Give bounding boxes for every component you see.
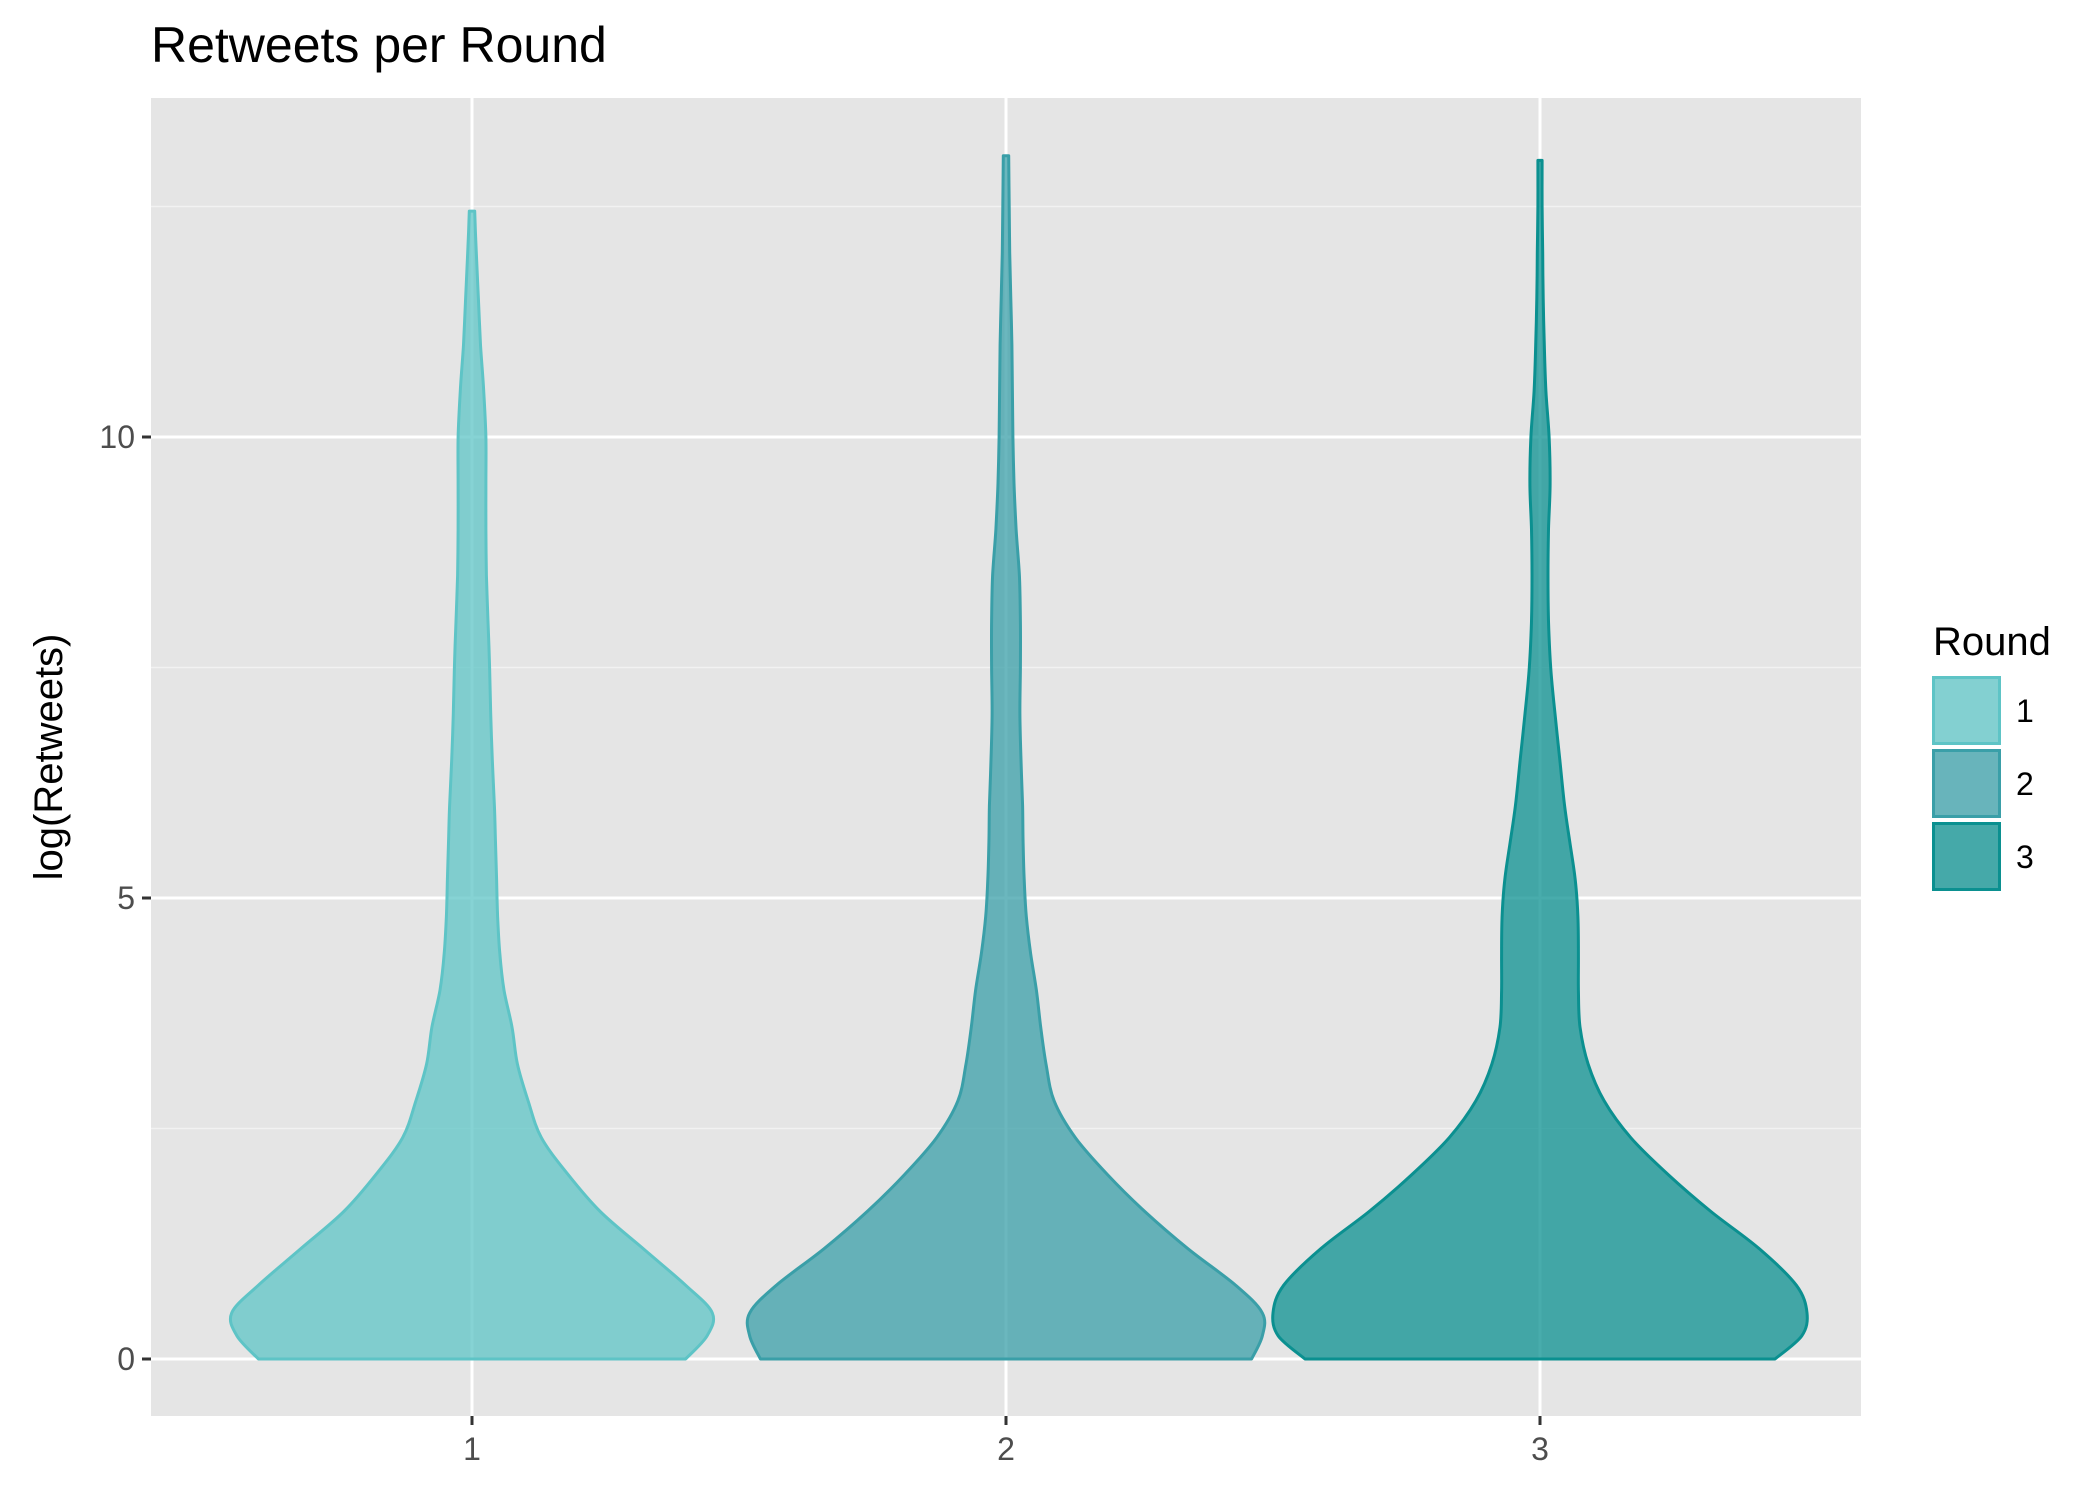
legend: 1 2 3: [1932, 676, 2034, 891]
legend-label-2: 2: [2016, 766, 2034, 802]
legend-swatch-2: [1932, 749, 2001, 818]
violin-round-3: [1271, 158, 1809, 1361]
x-tick-label: 1: [463, 1431, 481, 1467]
y-axis-title: log(Retweets): [27, 634, 71, 881]
chart-title: Retweets per Round: [151, 17, 607, 73]
y-tick-label: 10: [99, 419, 135, 455]
violin-round-2: [745, 154, 1267, 1361]
violins: [228, 154, 1809, 1361]
legend-label-3: 3: [2016, 839, 2034, 875]
legend-swatch-3: [1932, 822, 2001, 891]
x-tick-label: 2: [997, 1431, 1015, 1467]
legend-swatch-1: [1932, 676, 2001, 745]
y-tick-label: 0: [117, 1341, 135, 1377]
x-tick-label: 3: [1531, 1431, 1549, 1467]
legend-title: Round: [1933, 620, 2051, 664]
legend-label-1: 1: [2016, 693, 2034, 729]
axes: 0 5 10 1 2 3: [99, 419, 1548, 1467]
violin-round-1: [228, 209, 716, 1361]
y-tick-label: 5: [117, 880, 135, 916]
